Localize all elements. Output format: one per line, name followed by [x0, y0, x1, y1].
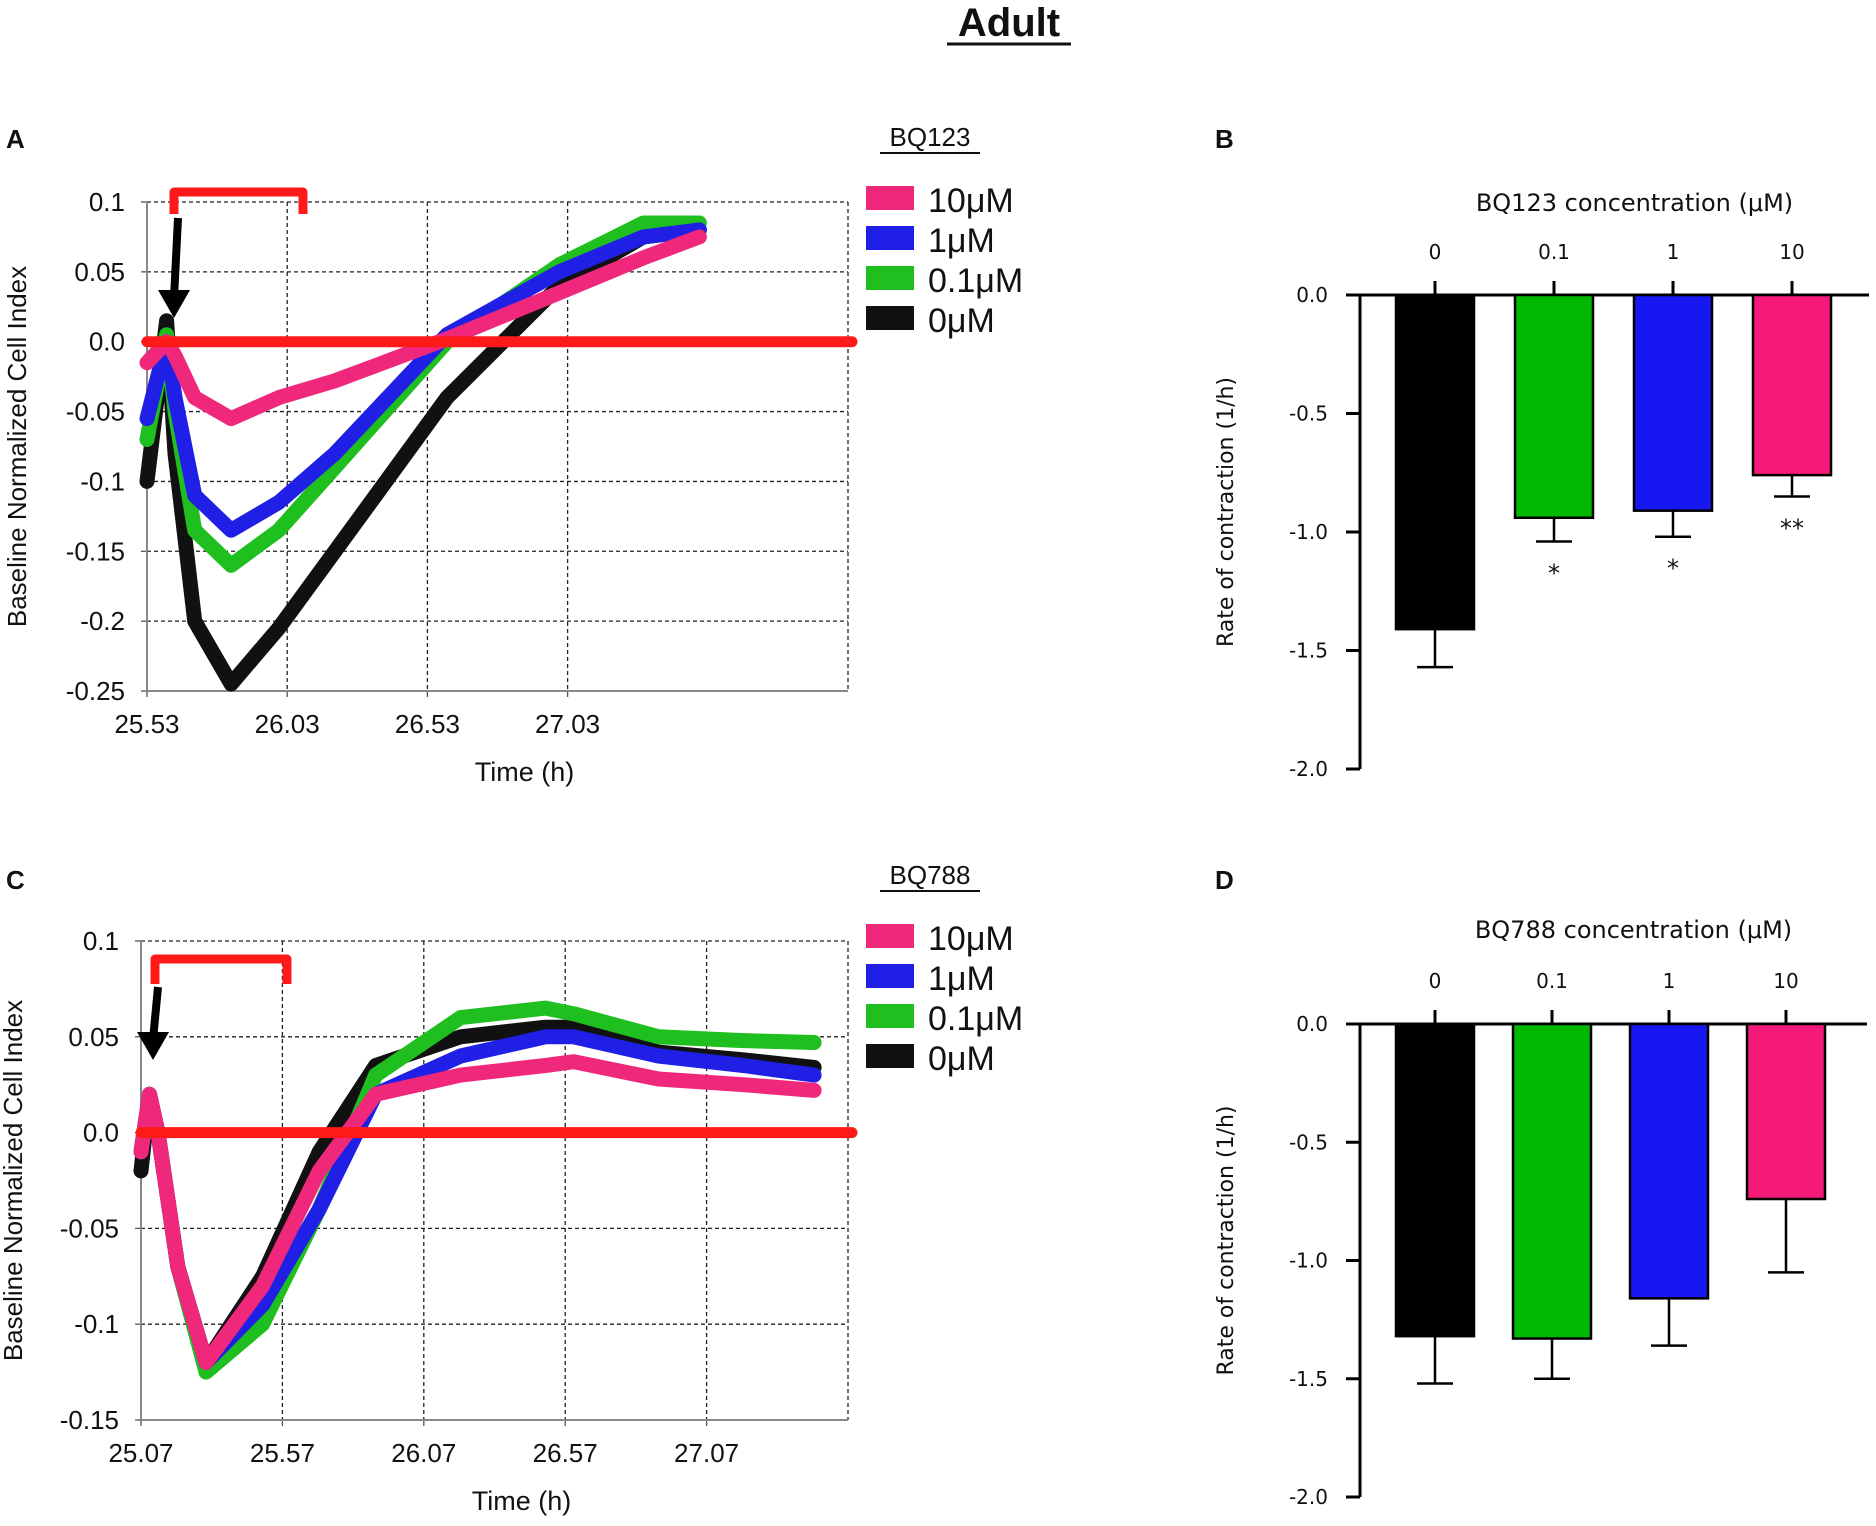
x-tick-label: 27.03	[535, 709, 600, 739]
bar-1	[1628, 1022, 1710, 1300]
y-axis-title: Baseline Normalized Cell Index	[2, 266, 32, 627]
y-tick-label: -2.0	[1289, 757, 1328, 781]
significance-marker: *	[1667, 555, 1679, 583]
y-tick-label: -2.0	[1289, 1485, 1328, 1509]
x-tick-label: 26.07	[391, 1438, 456, 1468]
x-tick-label: 26.03	[255, 709, 320, 739]
x-tick-label: 25.53	[114, 709, 179, 739]
chart-d-bq788-rate-bars: BQ788 concentration (μM) 0.0 -0.5 -1.0 -1.5 -…	[1214, 916, 1867, 1509]
category-label: 1	[1667, 240, 1680, 264]
drug-label: BQ123	[890, 122, 971, 152]
series-line-10M	[133, 1054, 822, 1370]
bar-10	[1751, 293, 1833, 477]
category-label: 10	[1779, 240, 1804, 264]
category-label: 1	[1663, 969, 1676, 993]
legend-swatch	[866, 924, 914, 948]
y-tick-label: 0.0	[1296, 1012, 1328, 1036]
series-line-0M	[139, 222, 707, 692]
treatment-arrow-shaft	[149, 986, 162, 1041]
legend-label: 0μM	[928, 302, 995, 340]
bar-1	[1632, 293, 1714, 512]
legend-swatch	[866, 1004, 914, 1028]
legend-swatch	[866, 266, 914, 290]
bar-10	[1745, 1022, 1827, 1201]
panel-label-c: C	[6, 865, 25, 895]
x-tick-label: 26.53	[395, 709, 460, 739]
panel-label-a: A	[6, 124, 25, 154]
y-tick-label: -1.5	[1289, 639, 1328, 663]
x-tick-label: 25.57	[250, 1438, 315, 1468]
legend-swatch	[866, 1044, 914, 1068]
y-tick-label: -0.25	[66, 676, 125, 706]
legend-label: 0.1μM	[928, 262, 1023, 300]
y-tick-label: -1.5	[1289, 1367, 1328, 1391]
treatment-bracket	[150, 954, 292, 984]
y-tick-label: -0.05	[66, 397, 125, 427]
chart-b-bq123-rate-bars: BQ123 concentration (μM) 0.0 -0.5 -1.0 -1.5 -…	[1214, 189, 1869, 781]
legend-swatch	[866, 964, 914, 988]
legend-label: 1μM	[928, 222, 995, 260]
y-tick-label: -0.5	[1289, 1130, 1328, 1154]
y-tick-label: -0.05	[60, 1213, 119, 1243]
significance-marker: *	[1548, 559, 1560, 587]
y-tick-label: -1.0	[1289, 1249, 1328, 1273]
bar-0	[1394, 293, 1476, 631]
y-tick-label: 0.0	[1296, 283, 1328, 307]
bar-0p1	[1511, 1022, 1593, 1340]
legend-label: 0μM	[928, 1040, 995, 1078]
category-label: 0	[1429, 969, 1442, 993]
treatment-arrow-head	[137, 1032, 169, 1060]
y-tick-label: 0.1	[89, 187, 125, 217]
treatment-bracket	[169, 187, 308, 214]
legend-label: 10μM	[928, 182, 1014, 220]
y-tick-label: -0.15	[66, 536, 125, 566]
category-label: 0.1	[1538, 240, 1570, 264]
panel-label-d: D	[1215, 865, 1234, 895]
significance-marker: **	[1780, 514, 1804, 542]
legend-label: 0.1μM	[928, 1000, 1023, 1038]
y-tick-label: -0.5	[1289, 402, 1328, 426]
x-axis-title: Time (h)	[475, 757, 575, 787]
y-tick-label: 0.1	[83, 926, 119, 956]
bar-chart-title: BQ123 concentration (μM)	[1476, 189, 1793, 217]
legend-swatch	[866, 186, 914, 210]
y-tick-label: -1.0	[1289, 520, 1328, 544]
x-tick-label: 26.57	[533, 1438, 598, 1468]
panel-label-b: B	[1215, 124, 1234, 154]
y-axis-title: Rate of contraction (1/h)	[1214, 377, 1239, 647]
y-tick-label: -0.2	[80, 606, 125, 636]
y-tick-label: -0.15	[60, 1405, 119, 1435]
bar-0	[1394, 1022, 1476, 1338]
bar-chart-title: BQ788 concentration (μM)	[1475, 916, 1792, 944]
treatment-arrow-shaft	[170, 217, 182, 299]
y-tick-label: 0.0	[89, 327, 125, 357]
y-tick-label: 0.05	[68, 1022, 119, 1052]
category-label: 0	[1429, 240, 1442, 264]
x-tick-label: 27.07	[674, 1438, 739, 1468]
category-label: 10	[1773, 969, 1798, 993]
y-axis-title: Baseline Normalized Cell Index	[0, 1000, 28, 1361]
y-tick-label: 0.05	[74, 257, 125, 287]
x-axis-title: Time (h)	[472, 1486, 572, 1516]
y-tick-label: -0.1	[74, 1309, 119, 1339]
bar-0p1	[1513, 293, 1595, 520]
drug-label: BQ788	[890, 860, 971, 890]
series-line-1M	[139, 222, 707, 538]
legend-swatch	[866, 306, 914, 330]
y-axis-title: Rate of contraction (1/h)	[1214, 1105, 1239, 1375]
legend-swatch	[866, 226, 914, 250]
category-label: 0.1	[1536, 969, 1568, 993]
y-tick-label: -0.1	[80, 466, 125, 496]
x-tick-label: 25.07	[108, 1438, 173, 1468]
legend-label: 10μM	[928, 920, 1014, 958]
figure-title: Adult	[958, 1, 1060, 45]
treatment-arrow-head	[158, 290, 190, 318]
legend-label: 1μM	[928, 960, 995, 998]
y-tick-label: 0.0	[83, 1118, 119, 1148]
series-line-10M	[139, 229, 707, 427]
